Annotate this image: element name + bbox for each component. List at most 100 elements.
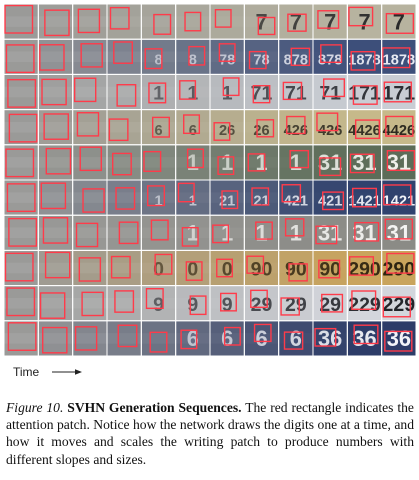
attention-patch [42,217,69,244]
attention-patch [386,150,416,172]
cell-background [382,215,416,250]
cell-background [38,250,73,286]
attention-patch [216,258,234,278]
cell-background [313,110,347,145]
grid-cell [4,286,38,321]
attention-patch [8,113,38,143]
grid-cell: 71 [279,74,313,110]
generated-digits: 31 [352,221,376,246]
attention-patch [79,146,102,172]
cell-blur-band [4,297,38,309]
attention-patch [354,221,380,242]
attention-patch [189,295,207,316]
cell-background [347,215,382,250]
generated-digits: 71 [319,83,341,105]
cell-background [176,110,210,145]
attention-patch [322,191,345,211]
time-axis-label: Time [13,365,40,379]
generated-digits: 71 [251,83,273,105]
attention-patch [288,263,308,282]
generated-digits: 78 [253,53,269,69]
generated-digits: 6 [187,326,199,351]
attention-patch [113,41,133,64]
cell-background [244,4,279,39]
generated-digits: 36 [352,326,376,351]
cell-blur-band [38,51,73,63]
grid-cell: 421 [279,180,313,215]
grid-cell: 1 [244,215,279,250]
attention-patch [45,147,72,175]
grid-cell [73,4,107,39]
attention-patch [315,225,338,245]
grid-cell [107,110,141,145]
attention-patch [180,329,198,350]
cell-blur-band [73,333,107,344]
cell-background [4,74,38,110]
generated-digits: 31 [387,221,411,246]
cell-blur-band [176,86,210,98]
attention-patch [214,8,232,28]
grid-cell: 21 [244,180,279,215]
generated-digits: 6 [154,123,162,139]
grid-cell [107,145,141,180]
grid-cell: 31 [347,215,382,250]
cell-background [4,145,38,180]
grid-cell: 31 [382,145,416,180]
attention-patch [223,326,241,346]
cell-background [141,250,176,286]
generated-digits: 1 [290,221,302,246]
attention-patch [213,122,231,141]
attention-patch [8,217,38,247]
cell-blur-band [107,227,141,239]
generated-digits: 1 [154,193,162,209]
cell-blur-band [107,121,141,133]
cell-blur-band [210,227,244,239]
attention-patch [154,253,173,275]
grid-cell: 1878 [347,39,382,74]
grid-cell: 1 [279,215,313,250]
generated-digits: 36 [387,326,411,351]
grid-cell: 1421 [347,180,382,215]
grid-cell: 6 [244,321,279,356]
attention-patch [80,43,103,68]
grid-cell [73,321,107,356]
grid-cell [38,110,73,145]
cell-background [382,321,416,356]
attention-patch [383,184,412,206]
grid-cell: 6 [176,321,210,356]
attention-patch [114,290,135,313]
attention-patch [256,119,275,138]
cell-blur-band [141,86,176,98]
grid-cell: 1 [244,145,279,180]
grid-cell: 426 [313,110,347,145]
grid-cell: 1 [210,215,244,250]
cell-background [176,4,210,39]
cell-background [141,215,176,250]
generated-digits: 6 [290,326,302,351]
generated-digits: 29 [251,294,273,316]
cell-background [141,286,176,321]
attention-patch [250,289,268,308]
attention-patch [181,226,199,247]
cell-background [210,215,244,250]
generated-digits: 31 [387,150,411,175]
attention-patch [145,288,164,310]
attention-patch [108,118,129,142]
attention-patch [290,47,311,66]
grid-cell: 90 [279,250,313,286]
cell-blur-band [73,86,107,98]
cell-background [244,110,279,145]
cell-background [347,321,382,356]
attention-patch [179,80,197,100]
grid-cell: 26 [244,110,279,145]
grid-cell: 26 [210,110,244,145]
cell-blur-band [210,16,244,27]
cell-background [73,110,107,145]
grid-cell [73,286,107,321]
generation-grid: 7 7 7 7 7 8 8 78 78 878 878 1878 1878 1 1 1 71 71 71 171 171… [4,4,416,356]
cell-background [279,4,313,39]
grid-cell: 78 [210,39,244,74]
generated-digits: 90 [319,259,341,281]
generated-digits: 9 [153,294,164,316]
